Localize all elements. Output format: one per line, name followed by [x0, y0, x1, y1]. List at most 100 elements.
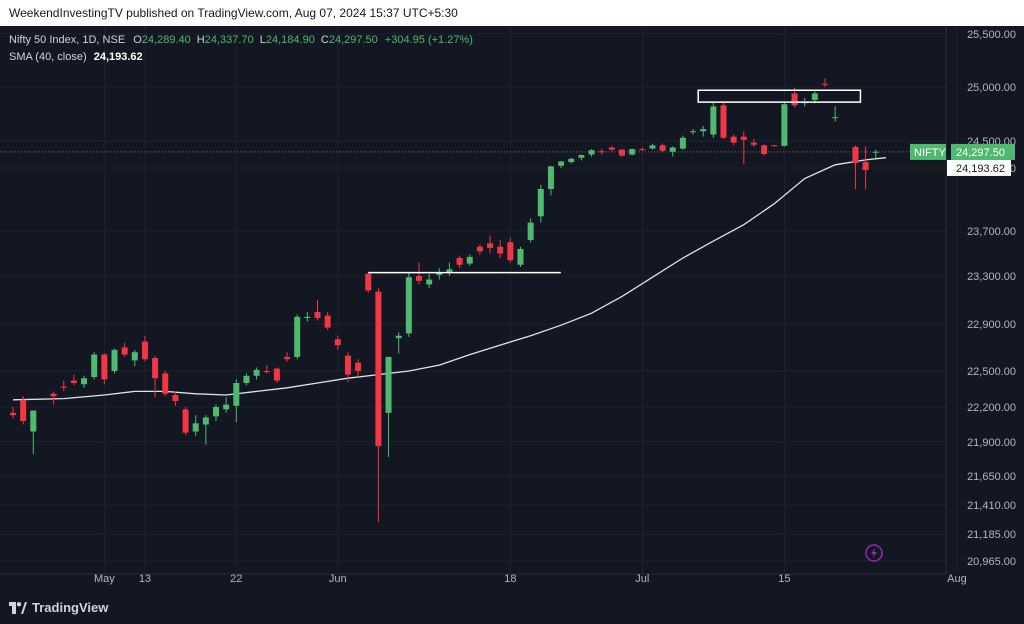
candle: [649, 143, 656, 150]
candle-body: [284, 356, 291, 360]
time-tick-label: Aug: [947, 573, 967, 585]
candle: [497, 240, 504, 258]
candle-body: [832, 117, 839, 119]
time-tick-label: 15: [778, 573, 790, 585]
candle: [60, 380, 67, 392]
candle: [781, 102, 788, 147]
symbol-tag-text: NIFTY: [914, 147, 946, 159]
candle-body: [872, 151, 879, 153]
candle-body: [152, 358, 159, 379]
candle-body: [192, 423, 199, 432]
candle: [487, 235, 494, 254]
candle: [101, 353, 108, 385]
price-tick-label: 25,000.00: [967, 82, 1016, 94]
candle-body: [669, 147, 676, 152]
legend-sma-value: 24,193.62: [94, 51, 143, 63]
candle-body: [649, 145, 656, 149]
candle-body: [213, 407, 219, 417]
candle: [720, 102, 727, 139]
price-chart[interactable]: 25,500.0025,000.0024,500.0024,000.0023,7…: [0, 26, 1024, 596]
price-tick-label: 20,965.00: [967, 556, 1016, 568]
candle: [629, 148, 636, 156]
candle-body: [527, 222, 534, 240]
candle: [111, 348, 118, 374]
candle: [771, 144, 778, 147]
candle: [152, 355, 159, 398]
candle: [50, 391, 57, 405]
candle-body: [121, 347, 128, 355]
candle: [162, 371, 169, 397]
candle: [659, 143, 666, 152]
price-tick-label: 21,410.00: [967, 500, 1016, 512]
publisher-bar: WeekendInvestingTV published on TradingV…: [0, 0, 1024, 26]
candle-body: [416, 276, 422, 281]
candle-body: [639, 149, 646, 151]
price-tick-label: 23,300.00: [967, 271, 1016, 283]
candle-body: [101, 354, 108, 380]
candle: [324, 312, 331, 330]
candle: [263, 365, 270, 374]
price-axis[interactable]: 25,500.0025,000.0024,500.0024,000.0023,7…: [967, 29, 1016, 568]
candle-body: [263, 371, 270, 373]
candle-body: [405, 277, 412, 334]
candle-body: [355, 362, 362, 371]
candle-body: [578, 155, 585, 158]
price-tick-label: 21,650.00: [967, 471, 1016, 483]
candle-body: [365, 273, 372, 291]
candle-body: [476, 246, 483, 252]
last-price-tag-text: 24,297.50: [956, 147, 1005, 159]
time-tick-label: 18: [504, 573, 516, 585]
candle-body: [730, 136, 737, 143]
candle: [385, 356, 392, 457]
candle-body: [172, 395, 179, 401]
candle-body: [507, 242, 514, 261]
candle: [598, 149, 605, 155]
candle-body: [487, 243, 494, 248]
candle: [141, 335, 148, 362]
candle-body: [558, 161, 565, 166]
candle: [608, 146, 615, 152]
candle-body: [223, 404, 230, 410]
candle: [416, 262, 422, 285]
price-tick-label: 25,500.00: [967, 29, 1016, 41]
candle: [233, 379, 240, 423]
candle: [436, 268, 443, 280]
candle: [202, 415, 209, 445]
candle: [395, 332, 402, 354]
candle-body: [81, 378, 88, 385]
candle: [547, 165, 554, 196]
candle: [679, 135, 686, 150]
candle-body: [70, 380, 77, 383]
candle: [761, 144, 768, 156]
price-tags: NIFTY 24,297.50 24,193.62: [910, 143, 1015, 176]
price-tick-label: 23,700.00: [967, 226, 1016, 238]
candle: [476, 244, 483, 255]
legend-c-value: 24,297.50: [329, 34, 378, 46]
candle: [182, 407, 189, 435]
candle-body: [761, 145, 768, 154]
candle-body: [659, 145, 666, 151]
candle-body: [294, 316, 301, 357]
legend-l-label: L: [260, 34, 266, 46]
candle: [314, 300, 321, 321]
candle-body: [700, 129, 707, 132]
candle: [81, 375, 88, 388]
candle-body: [436, 272, 443, 275]
tradingview-logo[interactable]: TradingView: [9, 600, 108, 615]
candle: [365, 271, 372, 293]
candle: [537, 184, 544, 223]
time-axis[interactable]: May1322Jun18Jul15Aug12: [94, 573, 1024, 585]
candle-body: [629, 149, 636, 155]
candle: [507, 237, 514, 263]
candle-body: [720, 105, 727, 138]
candle-body: [852, 146, 859, 164]
candle: [121, 342, 128, 357]
candle: [558, 160, 565, 168]
candle: [578, 154, 585, 161]
lightning-icon[interactable]: [865, 544, 883, 562]
candle: [172, 391, 179, 406]
candle: [213, 404, 219, 421]
legend-symbol: Nifty 50 Index, 1D, NSE: [9, 34, 125, 46]
candle: [344, 352, 351, 382]
legend-l-value: 24,184.90: [266, 34, 315, 46]
